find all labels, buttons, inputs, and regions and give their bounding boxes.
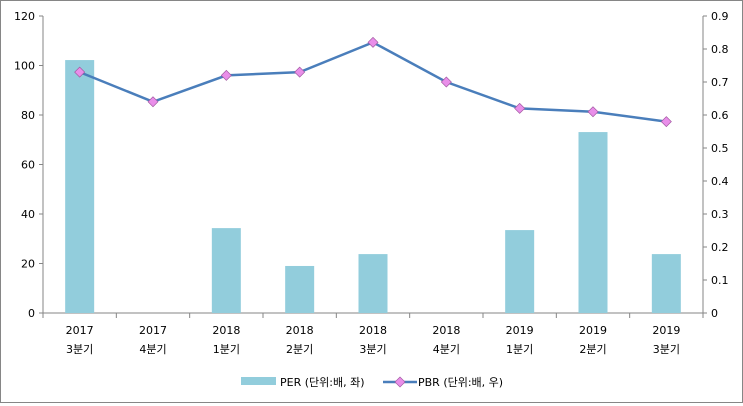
per-bar	[505, 230, 535, 313]
x-tick-label-year: 2018	[286, 324, 314, 337]
per-bar	[211, 228, 241, 313]
left-tick-label: 20	[21, 258, 35, 271]
left-tick-label: 0	[28, 307, 35, 320]
left-tick-label: 100	[14, 60, 35, 73]
pbr-line	[79, 41, 667, 123]
right-tick-label: 0.4	[711, 175, 729, 188]
x-tick-label-year: 2018	[432, 324, 460, 337]
right-tick-label: 0.1	[711, 274, 729, 287]
x-tick-label-quarter: 2분기	[286, 343, 313, 356]
x-tick-label-quarter: 4분기	[139, 343, 166, 356]
left-tick-label: 120	[14, 10, 35, 23]
right-tick-label: 0.8	[711, 43, 729, 56]
pbr-marker	[367, 36, 379, 48]
pbr-marker	[587, 106, 599, 118]
legend-per-swatch	[241, 377, 276, 385]
right-tick-label: 0.3	[711, 208, 729, 221]
pbr-marker	[294, 66, 306, 78]
x-tick-label-quarter: 3분기	[66, 343, 93, 356]
pbr-marker	[74, 66, 86, 78]
x-tick-label-quarter: 4분기	[433, 343, 460, 356]
x-tick-label-quarter: 2분기	[579, 343, 606, 356]
x-tick-label-quarter: 3분기	[359, 343, 386, 356]
x-tick-label-quarter: 1분기	[506, 343, 533, 356]
right-tick-label: 0	[711, 307, 718, 320]
x-tick-label-year: 2018	[212, 324, 240, 337]
legend-per-label: PER (단위:배, 좌)	[280, 376, 365, 389]
per-bar	[578, 132, 608, 313]
pbr-marker	[440, 76, 452, 88]
left-tick-label: 40	[21, 208, 35, 221]
per-bar	[285, 265, 315, 313]
x-tick-label-year: 2017	[66, 324, 94, 337]
x-tick-label-quarter: 3분기	[653, 343, 680, 356]
right-tick-label: 0.6	[711, 109, 729, 122]
pbr-marker	[660, 116, 672, 128]
x-tick-label-year: 2018	[359, 324, 387, 337]
x-tick-label-year: 2019	[506, 324, 534, 337]
pbr-marker	[514, 102, 526, 114]
x-tick-label-year: 2019	[652, 324, 680, 337]
right-tick-label: 0.5	[711, 142, 729, 155]
legend-pbr-marker	[394, 376, 406, 388]
x-tick-label-year: 2019	[579, 324, 607, 337]
left-tick-label: 80	[21, 109, 35, 122]
per-bar	[651, 254, 681, 313]
right-tick-label: 0.7	[711, 76, 729, 89]
right-tick-label: 0.2	[711, 241, 729, 254]
x-tick-label-year: 2017	[139, 324, 167, 337]
legend-pbr-label: PBR (단위:배, 우)	[418, 376, 503, 389]
x-tick-label-quarter: 1분기	[213, 343, 240, 356]
left-tick-label: 60	[21, 159, 35, 172]
per-bar	[65, 60, 95, 314]
pbr-marker	[147, 96, 159, 108]
per-bar	[358, 254, 388, 313]
right-tick-label: 0.9	[711, 10, 729, 23]
pbr-marker	[220, 69, 232, 81]
